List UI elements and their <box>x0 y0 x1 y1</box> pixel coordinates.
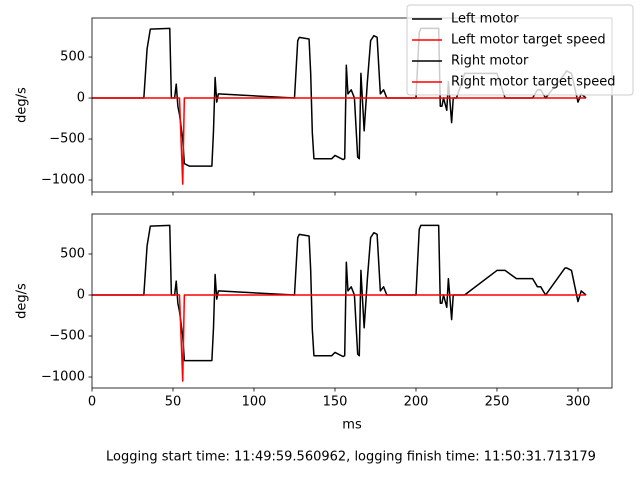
footer: Logging start time: 11:49:59.560962, log… <box>106 450 596 465</box>
data-line <box>92 97 587 185</box>
legend-label: Left motor target speed <box>451 33 606 48</box>
y-tick-label: 500 <box>60 247 85 262</box>
x-tick-label: 150 <box>323 395 348 410</box>
y-tick-label: 500 <box>60 50 85 65</box>
y-axis-label: deg/s <box>15 283 30 319</box>
data-line <box>92 294 587 382</box>
x-tick-label: 300 <box>566 395 591 410</box>
x-tick-label: 0 <box>88 395 96 410</box>
y-tick-label: −500 <box>49 329 85 344</box>
y-tick-label: 0 <box>77 91 85 106</box>
legend-box <box>406 4 634 96</box>
x-axis-label: ms <box>342 418 362 433</box>
legend-label: Right motor target speed <box>451 75 615 90</box>
x-tick-label: 100 <box>242 395 267 410</box>
legend-label: Left motor <box>451 12 519 27</box>
y-tick-label: 0 <box>77 288 85 303</box>
x-tick-label: 250 <box>485 395 510 410</box>
x-tick-label: 50 <box>165 395 182 410</box>
y-tick-label: −1000 <box>41 173 85 188</box>
y-axis-label: deg/s <box>15 87 30 123</box>
data-line <box>92 224 587 362</box>
y-tick-label: −1000 <box>41 370 85 385</box>
x-tick-label: 200 <box>404 395 429 410</box>
axes-frame <box>91 213 613 389</box>
y-tick-label: −500 <box>49 132 85 147</box>
axes-frame <box>91 17 613 193</box>
legend-label: Right motor <box>451 54 529 69</box>
